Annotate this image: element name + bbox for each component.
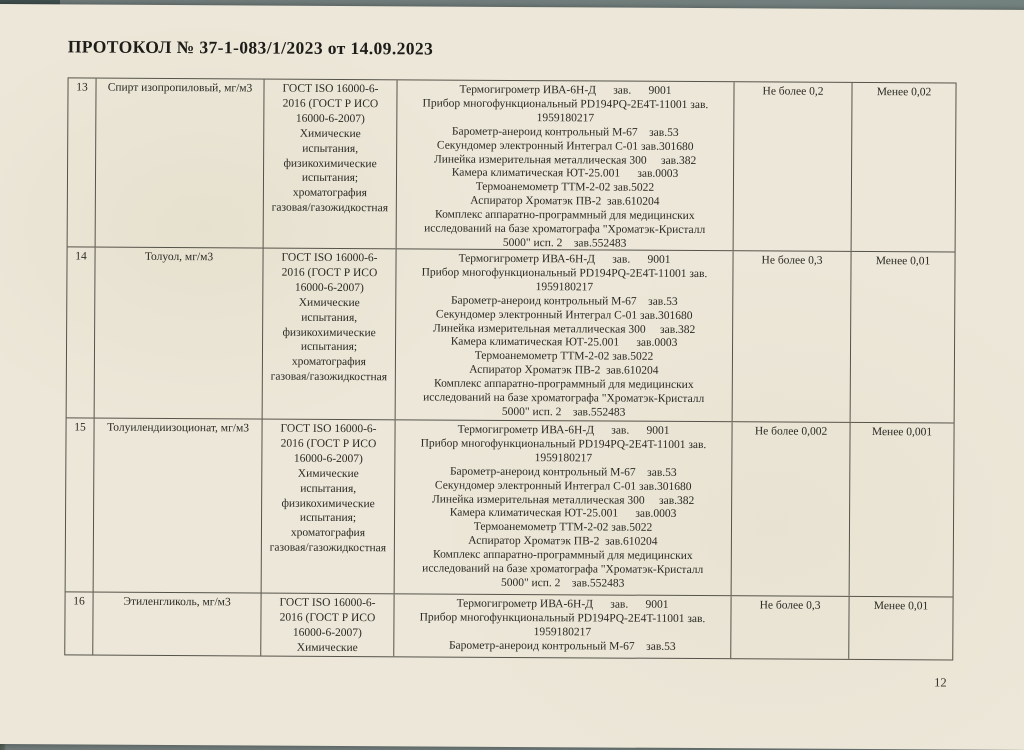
- method-cell: ГОСТ ISO 16000-6- 2016 (ГОСТ Р ИСО 16000-6…: [261, 419, 396, 594]
- equipment-cell: Термогигрометр ИВА-6Н-Д зав. 9001 Прибор …: [395, 249, 734, 422]
- scanned-page: ПРОТОКОЛ № 37-1-083/1/2023 от 14.09.2023…: [0, 4, 1024, 750]
- row-number-cell: 16: [65, 592, 94, 655]
- page-number: 12: [934, 675, 947, 690]
- substance-cell: Этиленгликоль, мг/м3: [93, 592, 262, 656]
- row-number-cell: 15: [65, 418, 95, 592]
- equipment-cell: Термогигрометр ИВА-6Н-Д зав. 9001 Прибор …: [394, 594, 732, 659]
- table-row: 13 Спирт изопропиловый, мг/м3 ГОСТ ISO 1…: [67, 78, 956, 253]
- table-row: 15 Толуилендиизоционат, мг/м3 ГОСТ ISO 1…: [65, 418, 954, 598]
- norm-cell: Не более 0,3: [731, 596, 850, 659]
- equipment-cell: Термогигрометр ИВА-6Н-Д зав. 9001 Прибор …: [396, 80, 735, 251]
- row-number-cell: 14: [66, 247, 96, 418]
- result-cell: Менее 0,001: [871, 426, 933, 439]
- equipment-cell: Термогигрометр ИВА-6Н-Д зав. 9001 Прибор …: [394, 420, 733, 596]
- row-number-cell: 13: [67, 78, 97, 247]
- substance-cell: Толуилендиизоционат, мг/м3: [93, 418, 263, 593]
- norm-cell: Не более 0,002: [731, 422, 851, 596]
- table-row: 16 Этиленгликоль, мг/м3 ГОСТ ISO 16000-6…: [65, 592, 952, 659]
- document-title: ПРОТОКОЛ № 37-1-083/1/2023 от 14.09.2023: [67, 36, 434, 59]
- substance-cell: Толуол, мг/м3: [94, 247, 264, 419]
- substance-cell: Спирт изопропиловый, мг/м3: [95, 78, 265, 248]
- method-cell: ГОСТ ISO 16000-6- 2016 (ГОСТ Р ИСО 16000-6…: [263, 79, 398, 249]
- table-row: 14 Толуол, мг/м3 ГОСТ ISO 16000-6- 2016 (…: [66, 247, 955, 424]
- protocol-table: 13 Спирт изопропиловый, мг/м3 ГОСТ ISO 1…: [64, 77, 957, 661]
- result-cell: Менее 0,01: [873, 600, 929, 613]
- result-cell: Менее 0,01: [875, 255, 931, 268]
- method-cell: ГОСТ ISO 16000-6- 2016 (ГОСТ Р ИСО 16000-6…: [261, 593, 395, 657]
- norm-cell: Не более 0,3: [732, 251, 852, 422]
- method-cell: ГОСТ ISO 16000-6- 2016 (ГОСТ Р ИСО 16000-6…: [262, 248, 397, 420]
- result-cell: Менее 0,02: [876, 86, 932, 99]
- norm-cell: Не более 0,2: [733, 82, 853, 251]
